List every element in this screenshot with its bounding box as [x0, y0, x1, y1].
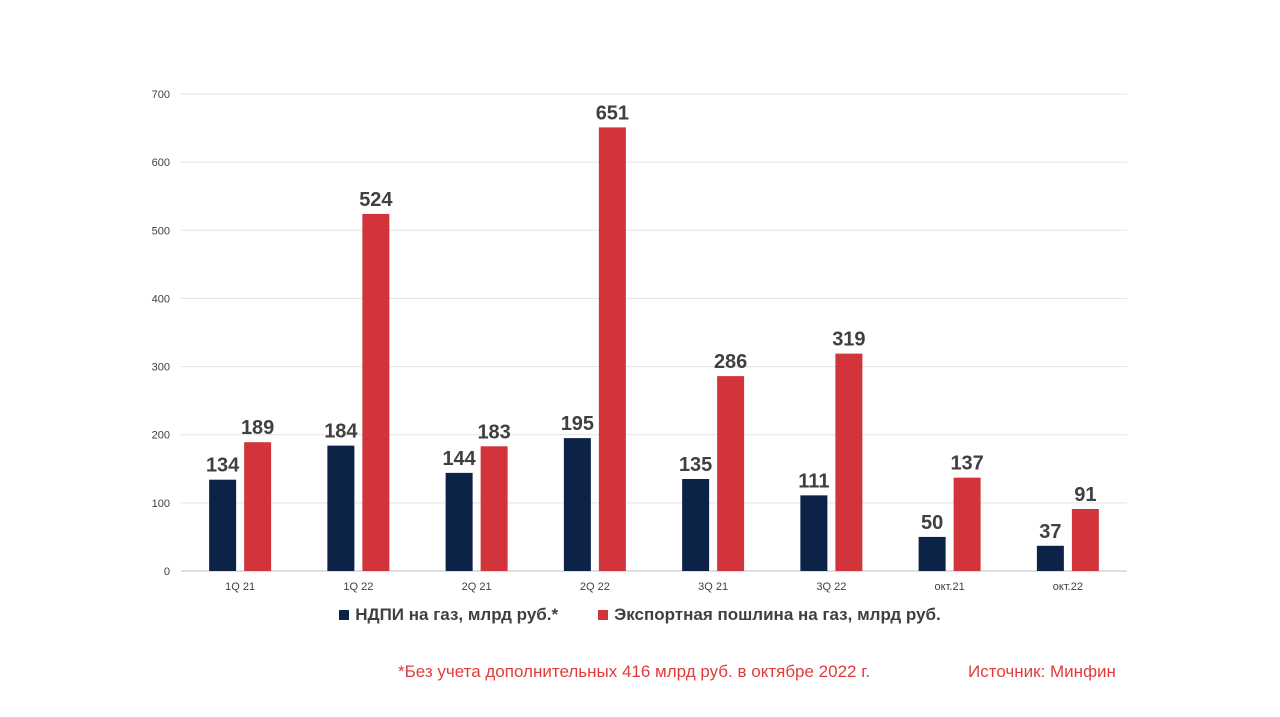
legend-label-export-duty: Экспортная пошлина на газ, млрд руб.: [614, 605, 941, 624]
y-tick-label: 0: [164, 566, 170, 578]
bar-ndpi: [1036, 545, 1064, 571]
x-tick-label: 2Q 22: [580, 581, 610, 593]
data-label-export-duty: 189: [241, 417, 274, 439]
bar-ndpi: [445, 472, 473, 571]
data-label-export-duty: 651: [596, 102, 629, 124]
bar-export-duty: [244, 442, 272, 571]
bar-export-duty: [480, 446, 508, 571]
data-label-ndpi: 37: [1039, 521, 1061, 543]
data-label-ndpi: 50: [921, 512, 943, 534]
legend-item-export-duty: Экспортная пошлина на газ, млрд руб.: [598, 605, 941, 625]
y-tick-label: 700: [152, 89, 170, 101]
x-tick-label: окт.21: [935, 581, 965, 593]
y-tick-label: 300: [152, 362, 170, 374]
bar-ndpi: [209, 479, 237, 571]
bar-export-duty: [953, 477, 981, 571]
data-label-ndpi: 184: [324, 421, 358, 443]
data-label-export-duty: 183: [477, 421, 510, 443]
legend-swatch-ndpi: [339, 610, 350, 620]
y-tick-label: 600: [152, 157, 170, 169]
y-tick-label: 200: [152, 430, 170, 442]
data-label-export-duty: 286: [714, 351, 747, 373]
legend-swatch-export-duty: [598, 610, 609, 620]
data-label-export-duty: 137: [950, 453, 983, 475]
data-label-ndpi: 135: [679, 454, 712, 476]
bar-export-duty: [717, 376, 745, 571]
bar-ndpi: [800, 495, 828, 571]
bar-ndpi: [682, 479, 710, 571]
data-label-ndpi: 195: [561, 413, 594, 435]
footnote: *Без учета дополнительных 416 млрд руб. …: [398, 662, 871, 681]
data-label-export-duty: 524: [359, 189, 393, 211]
bar-ndpi: [563, 438, 591, 571]
data-label-ndpi: 111: [798, 470, 829, 492]
bar-ndpi: [327, 445, 355, 571]
x-tick-label: 3Q 22: [816, 581, 846, 593]
bar-export-duty: [598, 127, 626, 571]
x-tick-label: 1Q 21: [225, 581, 255, 593]
y-tick-label: 500: [152, 225, 170, 237]
data-label-ndpi: 134: [206, 455, 240, 477]
legend-item-ndpi: НДПИ на газ, млрд руб.*: [339, 605, 558, 625]
x-tick-label: 3Q 21: [698, 581, 728, 593]
bar-export-duty: [835, 353, 863, 571]
data-label-export-duty: 91: [1074, 484, 1096, 506]
bar-export-duty: [362, 213, 390, 571]
source-note: Источник: Минфин: [968, 662, 1116, 681]
data-label-ndpi: 144: [442, 448, 476, 470]
bar-ndpi: [918, 536, 946, 571]
y-tick-label: 100: [152, 498, 170, 510]
data-label-export-duty: 319: [832, 329, 865, 351]
legend-label-ndpi: НДПИ на газ, млрд руб.*: [355, 605, 559, 624]
x-tick-label: 2Q 21: [462, 581, 492, 593]
x-tick-label: окт.22: [1053, 581, 1083, 593]
legend: НДПИ на газ, млрд руб.* Экспортная пошли…: [0, 605, 1280, 625]
y-tick-label: 400: [152, 293, 170, 305]
x-tick-label: 1Q 22: [343, 581, 373, 593]
bar-export-duty: [1071, 508, 1099, 571]
